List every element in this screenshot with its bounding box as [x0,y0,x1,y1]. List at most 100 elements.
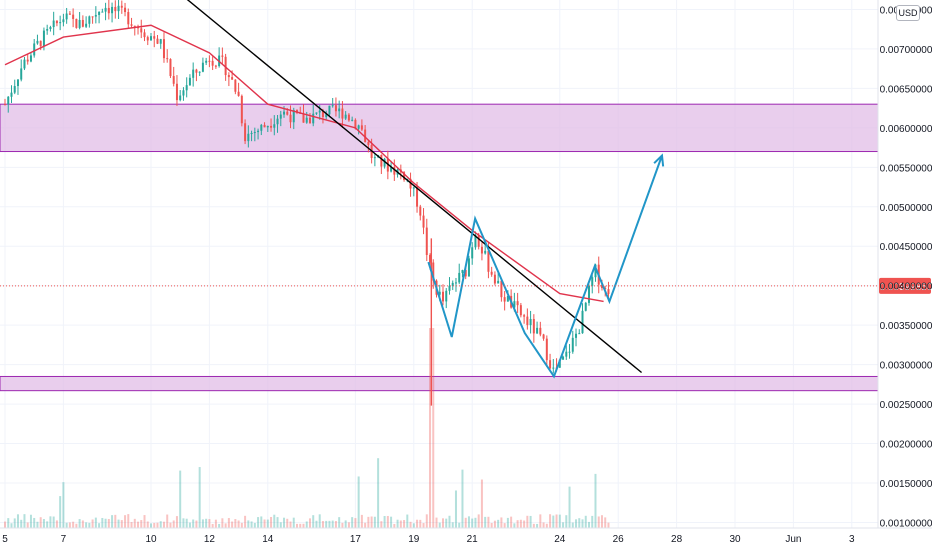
candle-body [325,114,328,118]
candle-body [357,125,360,129]
candle-body [490,271,493,275]
volume-bar [33,517,36,528]
volume-bar [565,515,568,528]
candle-body [523,315,526,317]
volume-bar [72,521,75,528]
candle-body [140,28,143,33]
x-tick-label: 28 [671,534,683,545]
candle-body [516,301,519,306]
volume-bar [477,514,480,528]
candle-body [39,40,42,47]
candle-body [237,91,240,96]
candle-body [581,310,584,334]
candle-body [221,55,224,57]
volume-bar [140,520,143,528]
volume-bar [484,516,487,528]
volume-bar [429,328,432,528]
candle-body [386,158,389,172]
volume-bar [448,515,451,528]
candle-body [172,76,175,84]
candle-body [506,295,509,302]
candle-body [588,285,590,303]
candle-body [185,85,188,91]
volume-bar [364,522,367,528]
volume-bar [201,519,204,528]
volume-bar [549,514,552,528]
volume-bar [188,522,191,528]
volume-bar [263,519,266,528]
candle-body [315,112,318,114]
trendline[interactable] [180,0,643,374]
volume-bar [412,523,415,528]
candle-body [600,284,603,289]
y-tick-label: 0.00350000 [880,321,932,332]
candle-body [354,119,357,129]
candle-body [214,65,217,67]
volume-bar [296,523,298,528]
volume-bar [211,523,214,528]
candle-body [607,289,610,294]
volume-bar [283,517,286,528]
candle-body [549,360,552,369]
volume-bar [221,518,224,528]
candle-body [159,39,162,44]
pattern-path[interactable] [427,153,665,379]
volume-bar [594,473,597,528]
y-tick-label: 0.00700000 [880,45,932,56]
volume-bar [474,517,477,528]
volume-bar [331,520,334,528]
volume-bar [607,522,610,528]
candle-body [338,108,341,112]
volume-bar [195,520,198,528]
candle-body [263,124,266,128]
candle-body [10,92,13,97]
x-tick-label: 26 [613,534,625,545]
volume-bar [604,517,607,528]
candle-body [65,13,68,20]
volume-bar [584,515,587,528]
candle-body [477,234,480,247]
volume-bar [380,521,383,528]
volume-bar [487,516,490,528]
volume-bar [445,518,448,528]
volume-bar [279,522,282,528]
volume-bar [539,514,542,528]
price-zone [0,375,879,392]
volume-bar [289,521,292,528]
volume-bar [581,519,584,528]
candle-body [302,113,305,123]
volume-bar [137,521,140,528]
volume-bar [383,516,386,528]
current-price-line: 0.00399850 [0,277,932,294]
volume-bar [250,521,253,528]
candle-body [72,14,75,19]
candle-body [175,83,178,101]
volume-bar [529,515,532,528]
candle-body [571,337,574,352]
volume-bar [302,523,305,528]
candle-body [201,62,204,72]
candle-body [545,338,548,361]
candle-body [471,247,474,259]
candle-body [500,280,503,298]
volume-bar [526,515,529,528]
candle-body [513,301,516,308]
candle-body [101,11,104,13]
volume-bar [20,519,23,528]
candle-body [26,59,29,62]
volume-bar [49,516,52,528]
volume-bar [150,523,152,528]
candle-body [150,36,152,41]
currency-badge[interactable]: USD [896,5,920,21]
volume-bar [94,517,97,528]
volume-bar [490,522,493,528]
candle-body [364,129,367,142]
candle-body [480,246,483,254]
volume-bar [422,523,425,528]
candle-body [604,288,607,290]
volume-bar [360,514,363,528]
volume-bar [224,523,227,528]
candle-body [59,22,62,24]
